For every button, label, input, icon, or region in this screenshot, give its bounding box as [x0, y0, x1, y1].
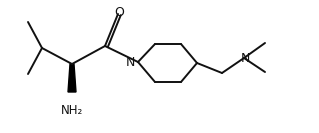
Polygon shape — [68, 64, 76, 92]
Text: O: O — [114, 7, 124, 20]
Text: NH₂: NH₂ — [61, 104, 83, 117]
Text: N: N — [126, 55, 135, 68]
Text: N: N — [240, 51, 250, 65]
